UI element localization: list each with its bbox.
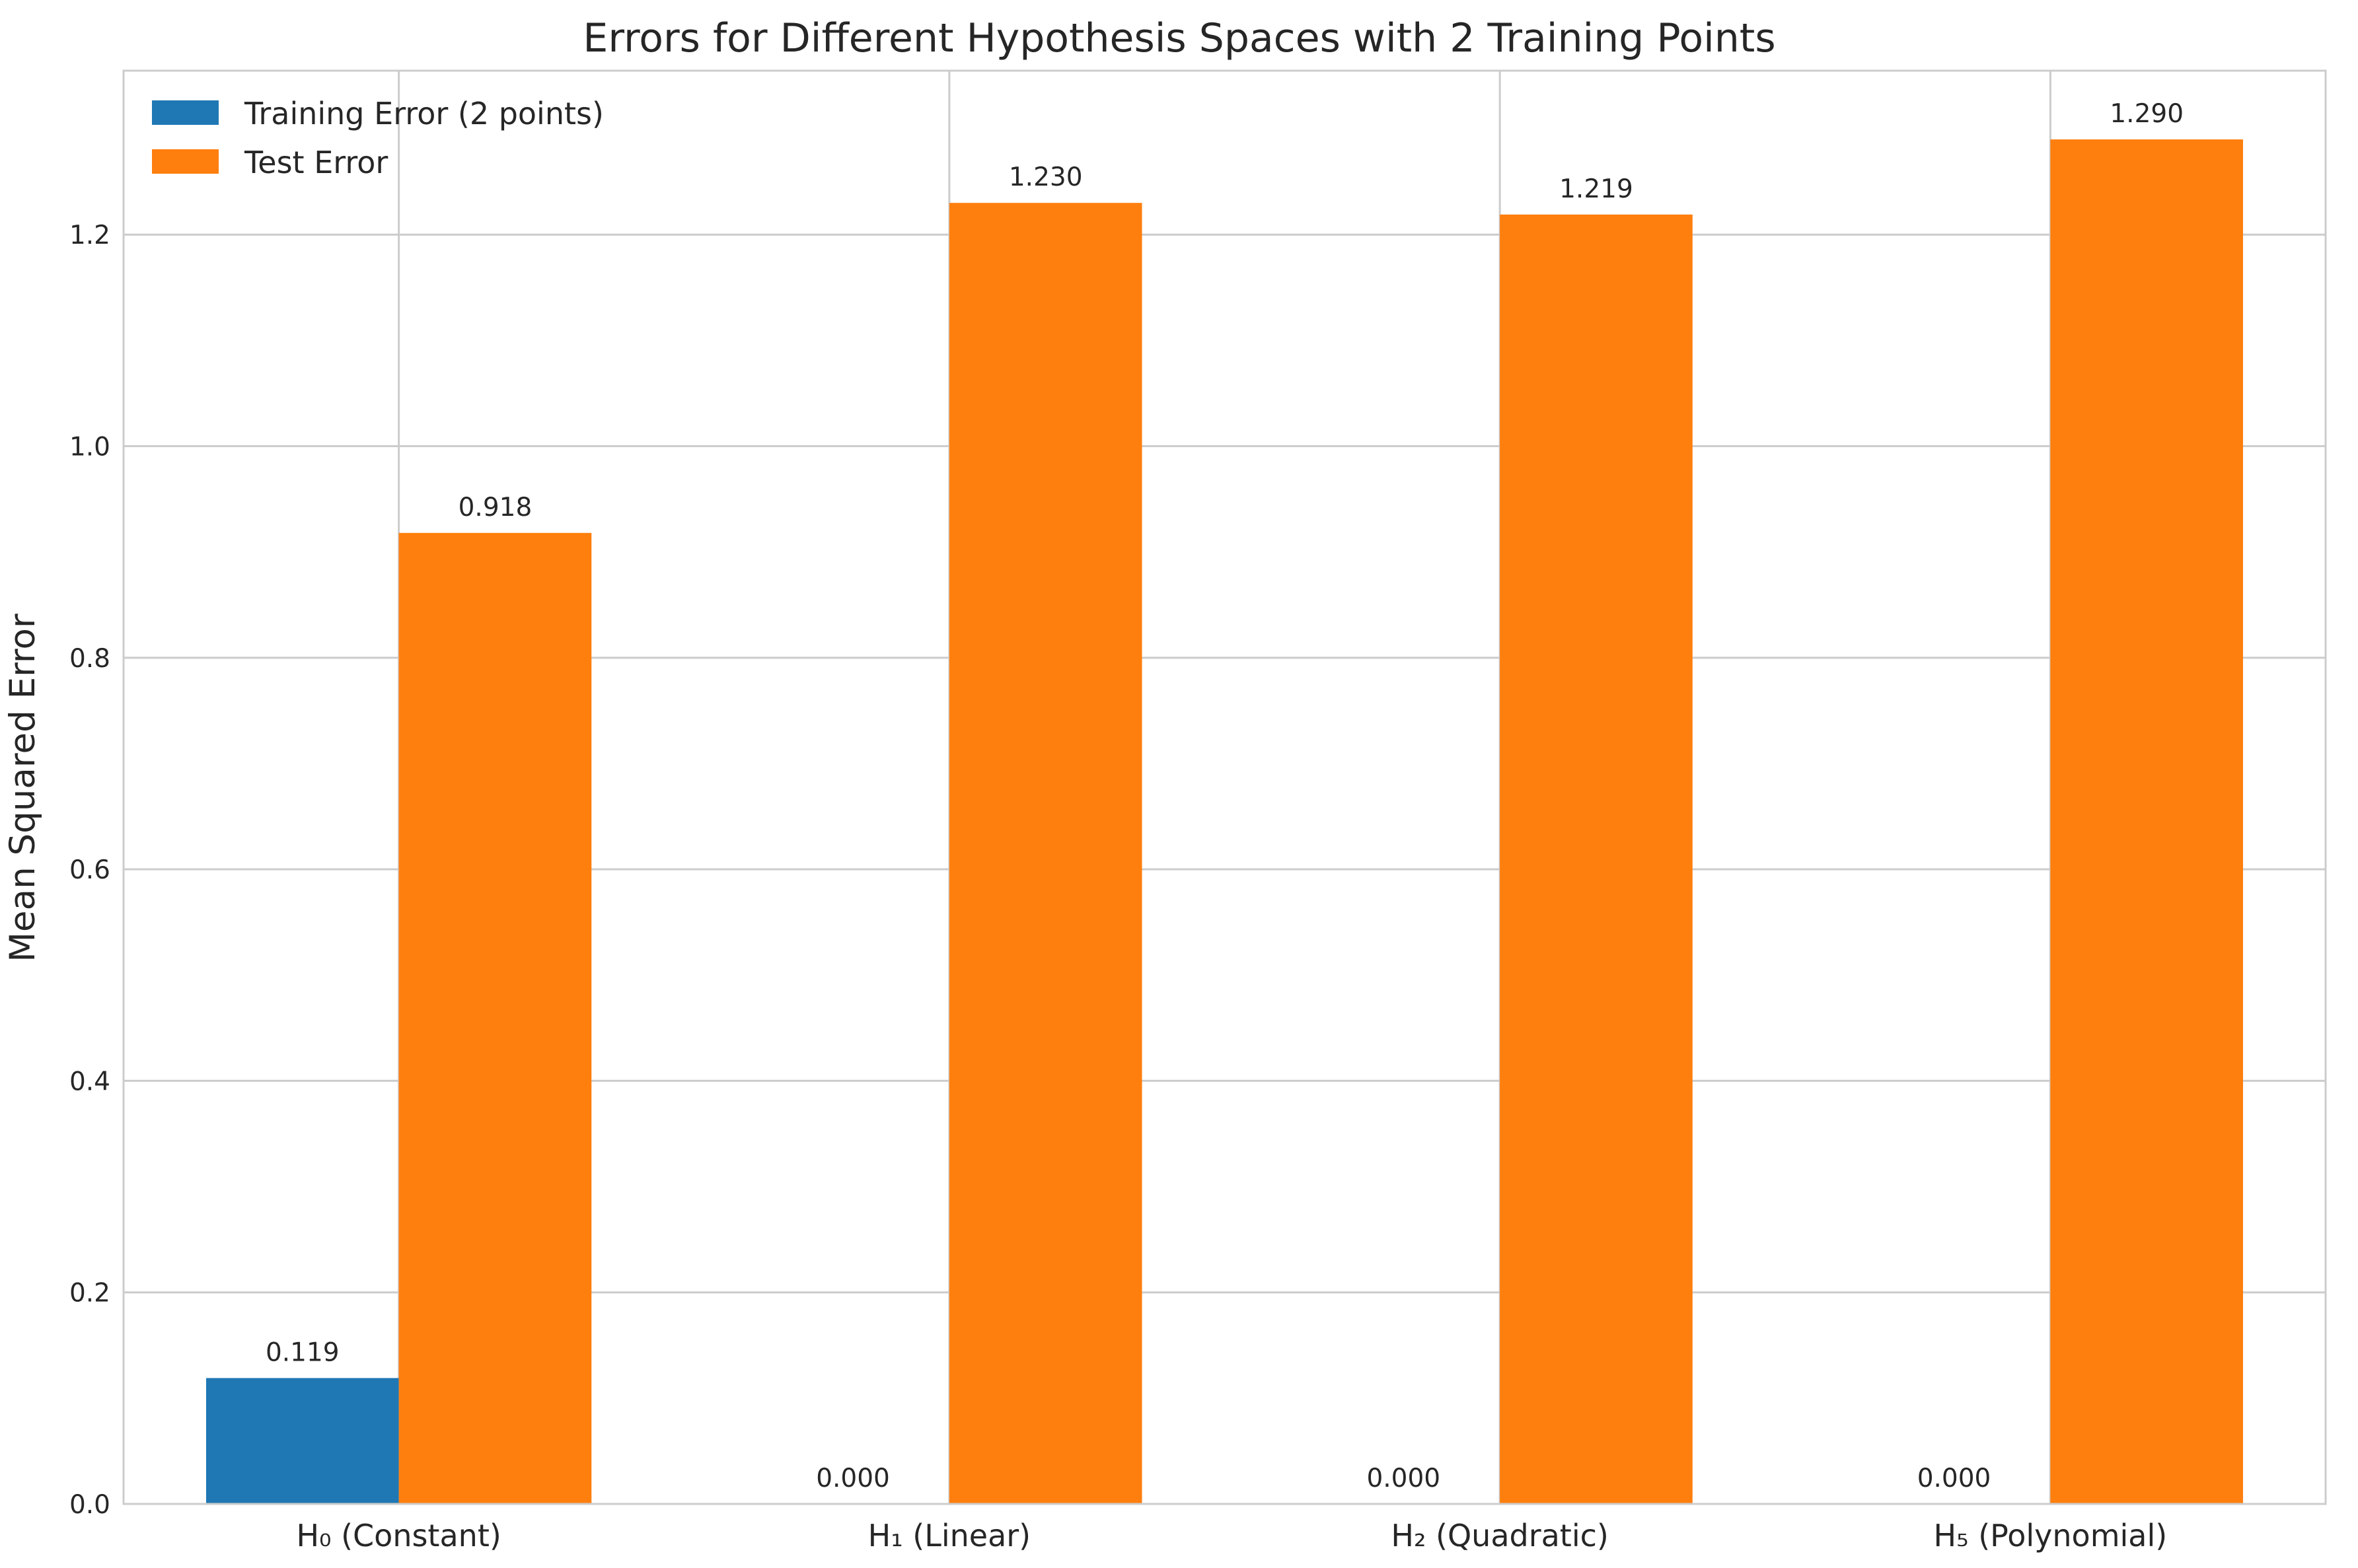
chart-title: Errors for Different Hypothesis Spaces w…: [583, 15, 1775, 61]
legend-swatch: [152, 149, 219, 174]
y-tick-label: 0.8: [69, 644, 110, 674]
y-tick-label: 1.0: [69, 433, 110, 462]
legend-label: Test Error: [244, 145, 388, 180]
y-axis-label: Mean Squared Error: [3, 614, 43, 962]
legend: Training Error (2 points) Test Error: [152, 96, 604, 180]
data-label: 0.918: [459, 493, 533, 522]
y-tick-label: 0.0: [69, 1490, 110, 1520]
x-tick-label: H₂ (Quadratic): [1391, 1518, 1609, 1553]
data-label: 0.000: [1917, 1464, 1991, 1493]
x-tick-label: H₅ (Polynomial): [1934, 1518, 2168, 1553]
data-label: 1.290: [2110, 99, 2184, 129]
y-tick-label: 0.4: [69, 1067, 110, 1096]
legend-label: Training Error (2 points): [244, 96, 604, 131]
bar: [1500, 214, 1693, 1504]
y-tick-label: 0.6: [69, 855, 110, 885]
data-label: 0.119: [266, 1337, 340, 1367]
bar: [205, 1378, 399, 1504]
x-tick-label: H₀ (Constant): [296, 1518, 501, 1553]
data-labels-layer: 0.119 0.000 0.000 0.000 0.918 1.230 1.219 1.290: [266, 99, 2184, 1493]
legend-swatch: [152, 100, 219, 125]
data-label: 0.000: [816, 1464, 890, 1493]
data-label: 1.219: [1559, 174, 1633, 204]
bar: [949, 203, 1142, 1504]
bars-layer: [205, 139, 2244, 1505]
bar: [2050, 139, 2244, 1504]
x-tick-label: H₁ (Linear): [868, 1518, 1031, 1553]
axes-layer: 0.0 0.2 0.4 0.6 0.8 1.0 1.2 H₀ (Constant) H₁ (Li…: [69, 69, 2327, 1553]
data-label: 1.230: [1009, 162, 1083, 192]
data-label: 0.000: [1366, 1464, 1440, 1493]
y-tick-label: 0.2: [69, 1279, 110, 1308]
bar: [398, 532, 592, 1505]
plot-frame: [122, 69, 2327, 1505]
y-tick-label: 1.2: [69, 221, 110, 250]
